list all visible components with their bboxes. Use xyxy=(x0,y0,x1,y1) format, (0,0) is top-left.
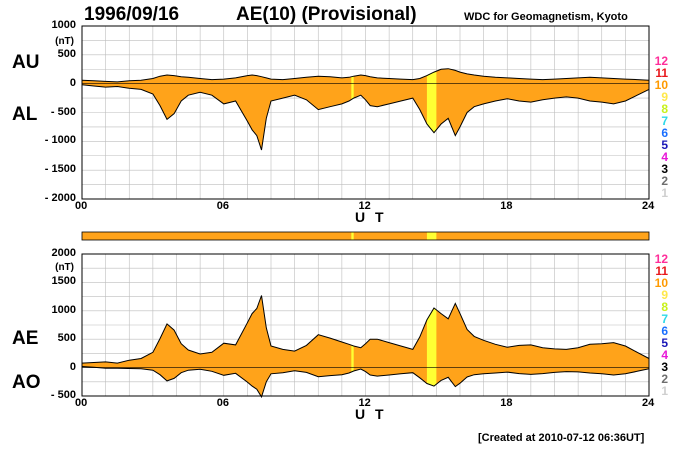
y-tick-label-top: - 2000 xyxy=(44,192,76,204)
date-title: 1996/09/16 xyxy=(84,4,180,25)
unit-label-bottom: (nT) xyxy=(55,262,74,273)
y-tick-label-bottom: 500 xyxy=(57,332,76,345)
x-tick-label-bottom: 18 xyxy=(500,397,513,409)
x-tick-label-bottom: 06 xyxy=(216,397,229,409)
station-key-3: 3 xyxy=(661,360,668,374)
created-timestamp: [Created at 2010-07-12 06:36UT] xyxy=(478,432,645,444)
coverage-highlight xyxy=(351,232,354,240)
y-tick-label-top: 1000 xyxy=(51,19,76,31)
station-key-10: 10 xyxy=(654,78,668,92)
y-tick-label-bottom: 0 xyxy=(69,360,76,373)
station-key-8: 8 xyxy=(661,102,668,116)
station-key-12: 12 xyxy=(654,54,668,68)
station-key-9: 9 xyxy=(661,288,668,302)
y-tick-label-top: 0 xyxy=(69,76,76,89)
station-key-1: 1 xyxy=(661,384,668,398)
y-tick-label-bottom: 1500 xyxy=(51,275,76,288)
series-line-au xyxy=(81,68,650,83)
x-axis-label-top: U T xyxy=(355,209,387,225)
x-tick-label-top: 12 xyxy=(358,200,371,212)
station-key-3: 3 xyxy=(661,162,668,176)
x-tick-label-bottom: 24 xyxy=(642,397,655,409)
unit-label-top: (nT) xyxy=(55,36,74,47)
station-key-11: 11 xyxy=(655,264,668,278)
station-key-12: 12 xyxy=(654,252,668,266)
station-key-1: 1 xyxy=(661,186,668,200)
station-key-6: 6 xyxy=(661,324,668,338)
station-key-7: 7 xyxy=(661,114,668,128)
x-tick-label-top: 06 xyxy=(216,200,229,212)
station-key-4: 4 xyxy=(661,150,668,164)
station-key-6: 6 xyxy=(661,126,668,140)
plot-title: AE(10) (Provisional) xyxy=(236,4,417,25)
highlight-stripe-bottom xyxy=(426,295,437,396)
station-key-2: 2 xyxy=(661,372,668,386)
y-tick-label-top: - 1500 xyxy=(44,163,76,176)
highlight-stripe-top xyxy=(426,68,437,151)
band-area-top xyxy=(82,68,649,150)
series-line-al xyxy=(81,84,650,151)
x-tick-label-top: 24 xyxy=(642,200,655,212)
y-tick-label-bottom: - 500 xyxy=(50,389,76,401)
ao-label: AO xyxy=(12,372,41,393)
x-tick-label-top: 00 xyxy=(75,200,88,212)
station-key-10: 10 xyxy=(654,276,668,290)
station-key-9: 9 xyxy=(661,90,668,104)
station-key-5: 5 xyxy=(661,336,668,350)
station-key-5: 5 xyxy=(661,138,668,152)
x-axis-label-bottom: U T xyxy=(355,406,387,422)
y-tick-label-bottom: 2000 xyxy=(51,247,76,259)
y-tick-label-bottom: 1000 xyxy=(51,303,76,316)
series-line-ae xyxy=(81,295,650,364)
au-label: AU xyxy=(12,52,40,73)
x-tick-label-bottom: 00 xyxy=(75,397,88,409)
ae-ao-chart xyxy=(81,253,650,399)
coverage-strip xyxy=(81,231,650,241)
coverage-highlight xyxy=(426,232,437,240)
band-area-bottom xyxy=(82,295,649,397)
ae-label: AE xyxy=(12,328,39,349)
series-line-ao xyxy=(81,366,650,399)
y-tick-label-top: - 500 xyxy=(50,105,76,118)
data-source: WDC for Geomagnetism, Kyoto xyxy=(464,11,628,23)
au-al-chart xyxy=(81,25,650,200)
station-key-7: 7 xyxy=(661,312,668,326)
x-tick-label-bottom: 12 xyxy=(358,397,371,409)
station-key-2: 2 xyxy=(661,174,668,188)
x-tick-label-top: 18 xyxy=(500,200,513,212)
station-key-4: 4 xyxy=(661,348,668,362)
plot-frame-bottom xyxy=(81,253,650,397)
y-tick-label-top: 500 xyxy=(57,47,76,60)
al-label: AL xyxy=(12,104,38,125)
station-key-11: 11 xyxy=(655,66,668,80)
y-tick-label-top: - 1000 xyxy=(44,134,76,147)
coverage-bar xyxy=(81,231,650,241)
plot-frame-top xyxy=(81,25,650,200)
station-key-8: 8 xyxy=(661,300,668,314)
